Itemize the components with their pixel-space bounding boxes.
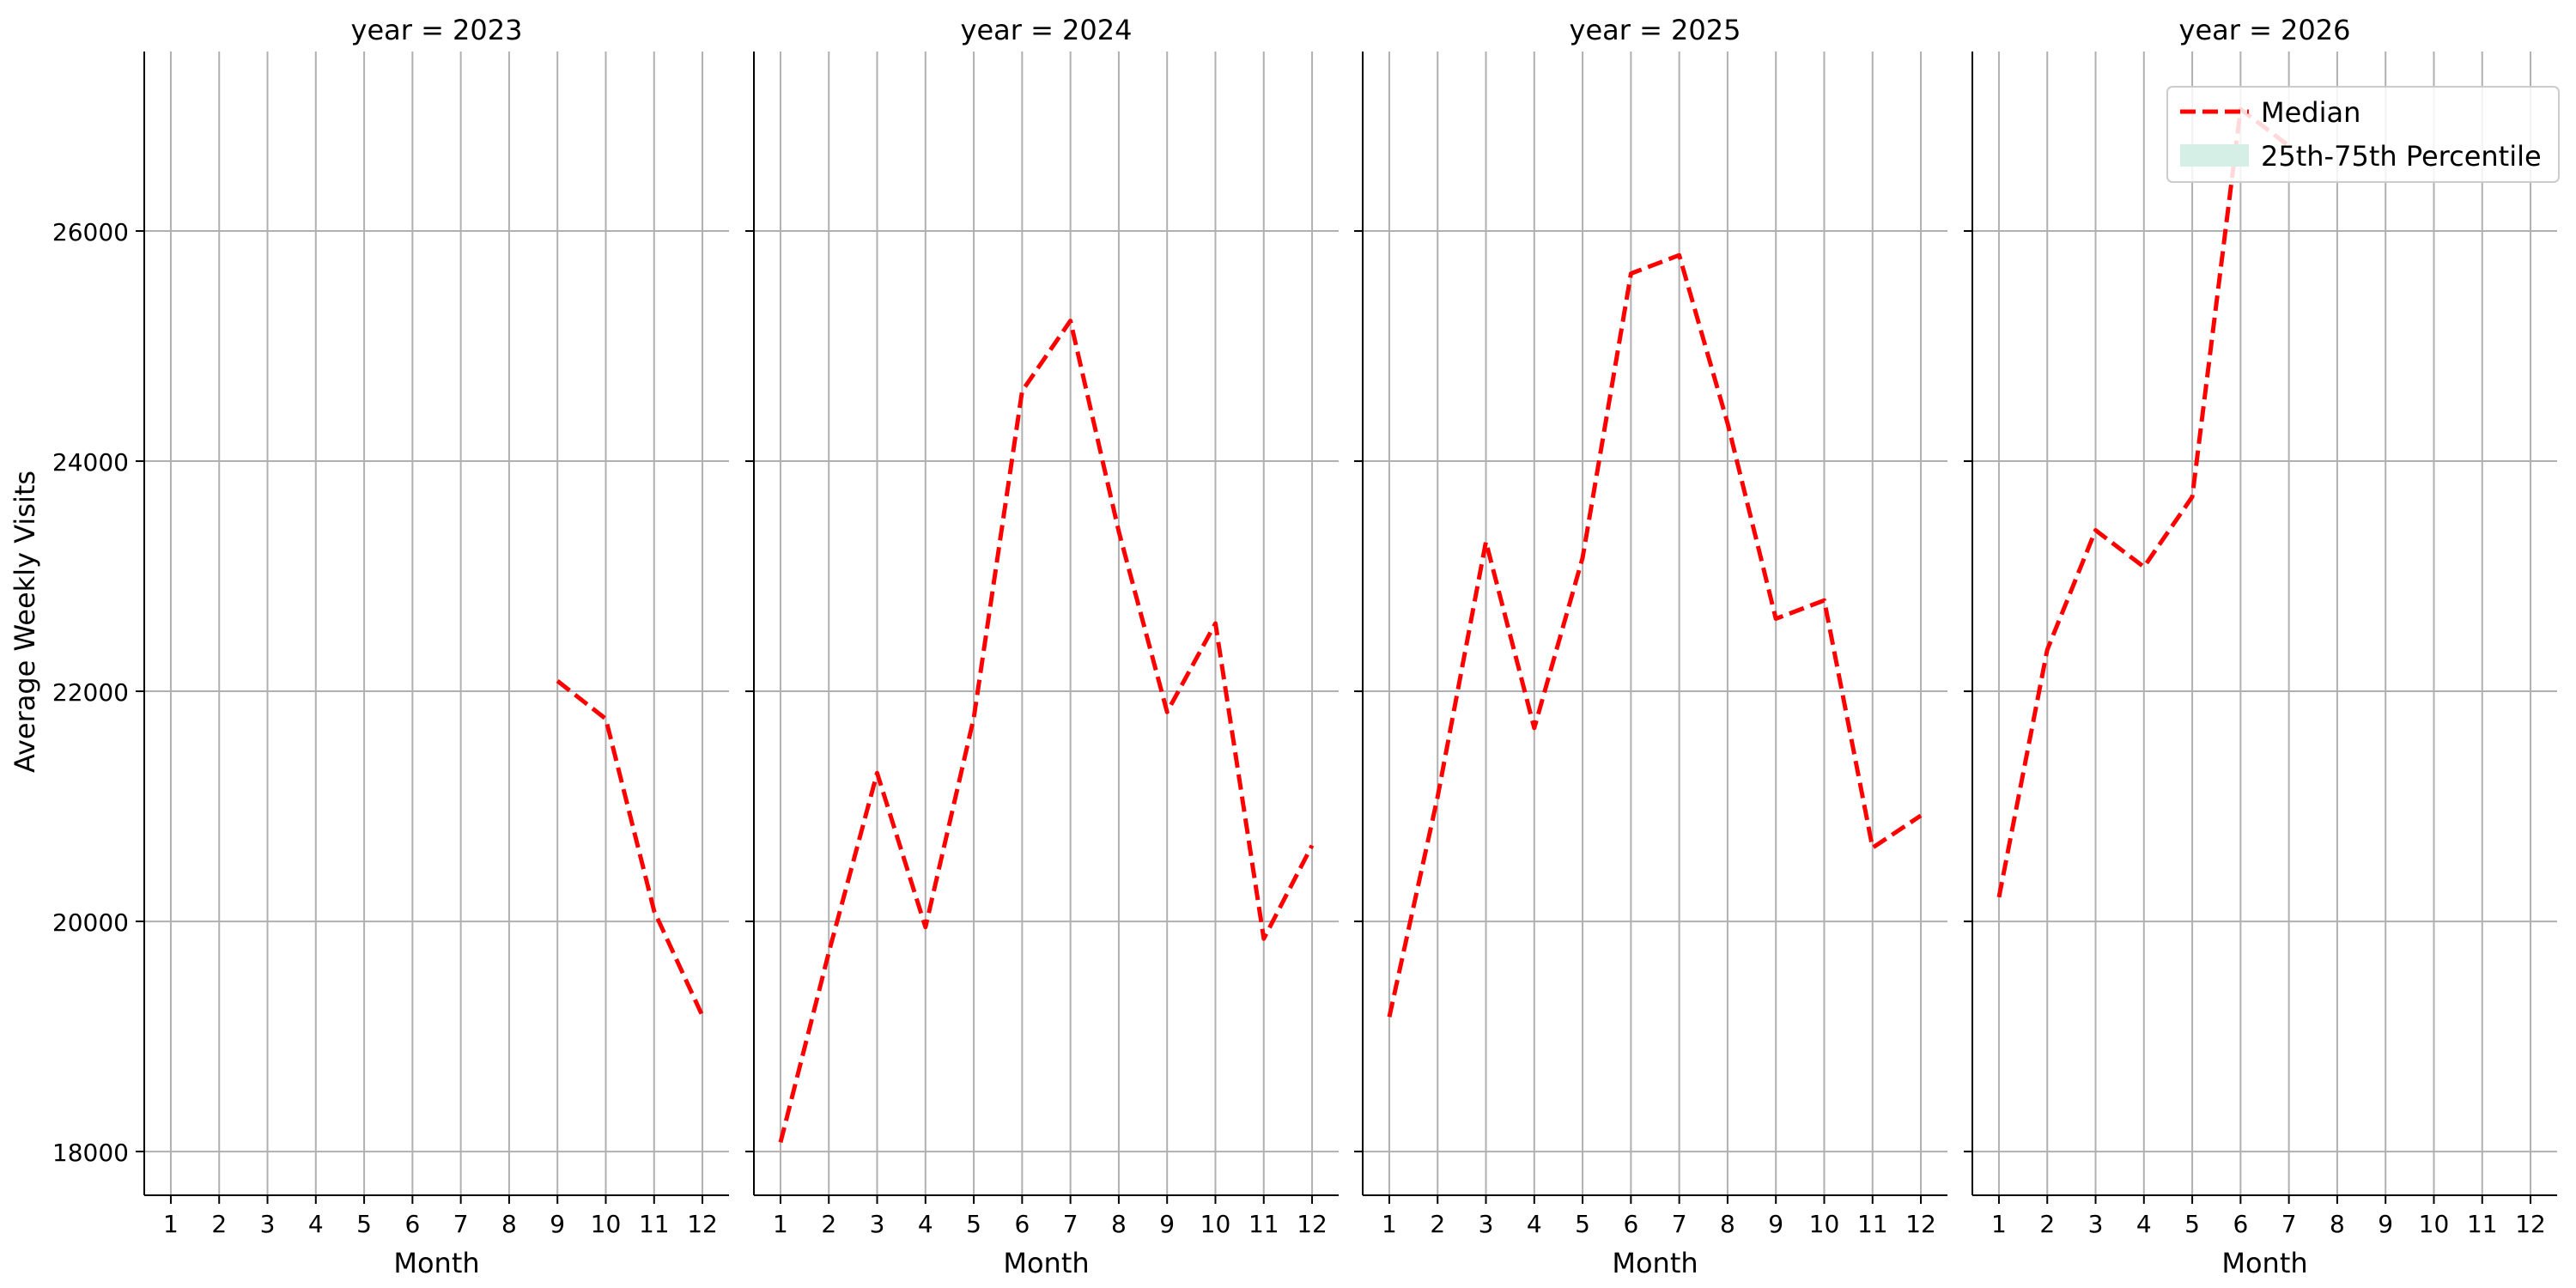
x-tick-label: 12 [1297, 1210, 1327, 1238]
x-tick-label: 5 [1575, 1210, 1590, 1238]
facet-title: year = 2024 [961, 14, 1133, 46]
legend-median-label: Median [2261, 96, 2360, 129]
y-axis-label: Average Weekly Visits [9, 471, 41, 773]
x-tick-label: 11 [639, 1210, 670, 1238]
x-axis-label: Month [2221, 1247, 2307, 1279]
legend-frame [2166, 86, 2560, 183]
x-tick-label: 4 [1527, 1210, 1542, 1238]
y-tick-label: 26000 [52, 218, 129, 246]
x-tick-label: 4 [308, 1210, 324, 1238]
x-tick-label: 6 [2233, 1210, 2248, 1238]
x-tick-label: 2 [821, 1210, 836, 1238]
median-line-2025 [1387, 252, 1923, 1018]
x-tick-label: 5 [966, 1210, 981, 1238]
x-tick-label: 4 [918, 1210, 933, 1238]
y-tick-label: 18000 [52, 1139, 129, 1167]
x-tick-label: 12 [2515, 1210, 2546, 1238]
facet-title: year = 2026 [2179, 14, 2351, 46]
x-tick-label: 5 [2184, 1210, 2200, 1238]
y-tick-label: 24000 [52, 448, 129, 477]
legend-percentile-swatch [2180, 144, 2249, 167]
x-tick-label: 7 [1672, 1210, 1687, 1238]
x-tick-label: 9 [550, 1210, 565, 1238]
x-tick-label: 5 [356, 1210, 372, 1238]
x-tick-label: 1 [1991, 1210, 2007, 1238]
x-tick-label: 10 [1809, 1210, 1840, 1238]
x-tick-label: 10 [2419, 1210, 2450, 1238]
x-tick-label: 8 [1720, 1210, 1735, 1238]
x-axis-label: Month [393, 1247, 479, 1279]
x-tick-label: 11 [2467, 1210, 2498, 1238]
x-tick-label: 3 [870, 1210, 885, 1238]
x-tick-label: 8 [2330, 1210, 2345, 1238]
x-tick-label: 7 [453, 1210, 469, 1238]
x-tick-label: 2 [2039, 1210, 2055, 1238]
x-tick-label: 7 [1063, 1210, 1078, 1238]
x-tick-label: 8 [1111, 1210, 1127, 1238]
x-tick-label: 11 [1857, 1210, 1888, 1238]
x-tick-label: 9 [2378, 1210, 2393, 1238]
x-tick-label: 2 [1430, 1210, 1445, 1238]
facet-title: year = 2025 [1570, 14, 1741, 46]
x-tick-label: 3 [2088, 1210, 2104, 1238]
x-tick-label: 6 [404, 1210, 420, 1238]
x-tick-label: 4 [2136, 1210, 2152, 1238]
x-tick-label: 1 [1382, 1210, 1397, 1238]
x-axis-label: Month [1003, 1247, 1089, 1279]
x-tick-label: 12 [1905, 1210, 1936, 1238]
x-tick-label: 1 [163, 1210, 179, 1238]
y-tick-label: 22000 [52, 678, 129, 707]
x-tick-label: 10 [1200, 1210, 1231, 1238]
x-tick-label: 9 [1159, 1210, 1175, 1238]
median-line-2024 [778, 319, 1315, 1144]
x-tick-label: 8 [501, 1210, 517, 1238]
facet-title: year = 2023 [351, 14, 523, 46]
x-tick-label: 12 [687, 1210, 718, 1238]
x-tick-label: 9 [1768, 1210, 1783, 1238]
x-tick-label: 3 [1479, 1210, 1494, 1238]
y-tick-label: 20000 [52, 908, 129, 937]
legend-percentile-label: 25th-75th Percentile [2261, 140, 2542, 173]
x-axis-label: Month [1612, 1247, 1698, 1279]
x-tick-label: 10 [591, 1210, 622, 1238]
x-tick-label: 3 [260, 1210, 276, 1238]
x-tick-label: 7 [2281, 1210, 2297, 1238]
x-tick-label: 2 [211, 1210, 227, 1238]
x-tick-label: 6 [1623, 1210, 1638, 1238]
x-tick-label: 11 [1249, 1210, 1279, 1238]
x-tick-label: 6 [1014, 1210, 1030, 1238]
legend: Median 25th-75th Percentile [2166, 86, 2560, 183]
median-line-2023 [556, 679, 705, 1018]
x-tick-label: 1 [773, 1210, 788, 1238]
